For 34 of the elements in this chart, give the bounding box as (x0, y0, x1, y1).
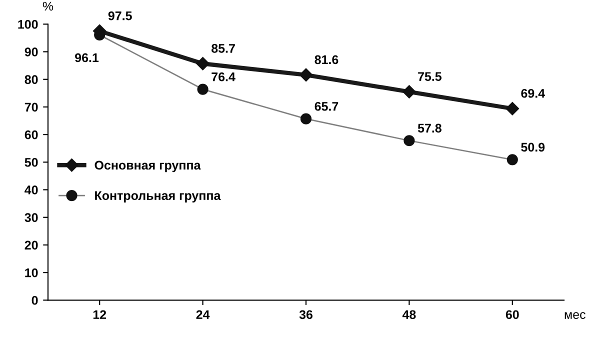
y-tick-label: 20 (24, 240, 38, 250)
y-axis-title: % (42, 2, 54, 11)
data-label: 50.9 (521, 142, 545, 152)
y-tick-label: 0 (32, 296, 38, 305)
y-tick-label: 80 (24, 75, 38, 84)
y-tick-label: 70 (24, 102, 38, 112)
legend-label: Основная группа (94, 160, 201, 172)
y-tick-label: 30 (24, 213, 38, 222)
y-tick-label: 50 (24, 158, 38, 167)
y-tick-label: 10 (25, 268, 38, 278)
x-tick-label: 48 (402, 310, 416, 320)
data-label: 57.8 (418, 124, 442, 133)
data-label: 76.4 (212, 72, 236, 82)
x-tick-label: 24 (196, 310, 210, 319)
y-tick-label: 90 (24, 48, 38, 56)
y-tick-label: 60 (24, 130, 38, 140)
x-tick-label: 36 (299, 310, 312, 320)
legend-label: Контрольная группа (95, 191, 221, 202)
data-label: 85.7 (212, 44, 235, 53)
data-label: 69.4 (521, 88, 545, 98)
x-tick-label: 60 (506, 310, 519, 320)
y-tick-label: 100 (18, 20, 38, 29)
point (299, 68, 313, 82)
data-label: 75.5 (418, 72, 442, 81)
data-label: 81.6 (314, 55, 338, 64)
y-tick-label: 40 (24, 186, 38, 194)
x-axis-title: мес (564, 312, 586, 319)
point (196, 57, 210, 70)
point (402, 85, 416, 98)
data-label: 97.5 (108, 11, 132, 20)
point (506, 102, 519, 116)
x-tick-label: 12 (93, 310, 106, 319)
data-label: 96.1 (75, 53, 99, 62)
data-label: 65.7 (314, 102, 338, 111)
